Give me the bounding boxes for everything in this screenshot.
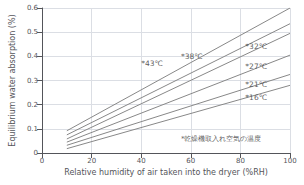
svg-text:Equilibrium water absorption (: Equilibrium water absorption (%): [8, 14, 17, 146]
svg-text:0.1: 0.1: [27, 125, 38, 133]
svg-text:Relative humidity of air taken: Relative humidity of air taken into the …: [64, 168, 268, 177]
svg-text:0.3: 0.3: [27, 77, 38, 85]
svg-text:*32℃: *32℃: [245, 42, 267, 51]
svg-text:0.6: 0.6: [27, 4, 39, 12]
svg-text:*16℃: *16℃: [245, 93, 267, 102]
svg-text:20: 20: [87, 157, 96, 165]
svg-text:0: 0: [34, 149, 38, 157]
svg-text:40: 40: [137, 157, 146, 165]
svg-text:0.5: 0.5: [27, 28, 38, 36]
svg-text:0.4: 0.4: [27, 52, 39, 60]
svg-text:*38℃: *38℃: [181, 52, 203, 61]
svg-text:80: 80: [236, 157, 245, 165]
svg-text:*43℃: *43℃: [141, 59, 163, 68]
svg-text:*21℃: *21℃: [245, 80, 267, 89]
svg-text:0: 0: [40, 157, 44, 165]
svg-text:60: 60: [186, 157, 195, 165]
svg-text:*27℃: *27℃: [245, 62, 267, 71]
svg-text:100: 100: [283, 157, 296, 165]
svg-text:0.2: 0.2: [27, 101, 38, 109]
svg-text:*乾燥機取入れ空気の温度: *乾燥機取入れ空気の温度: [181, 135, 262, 143]
